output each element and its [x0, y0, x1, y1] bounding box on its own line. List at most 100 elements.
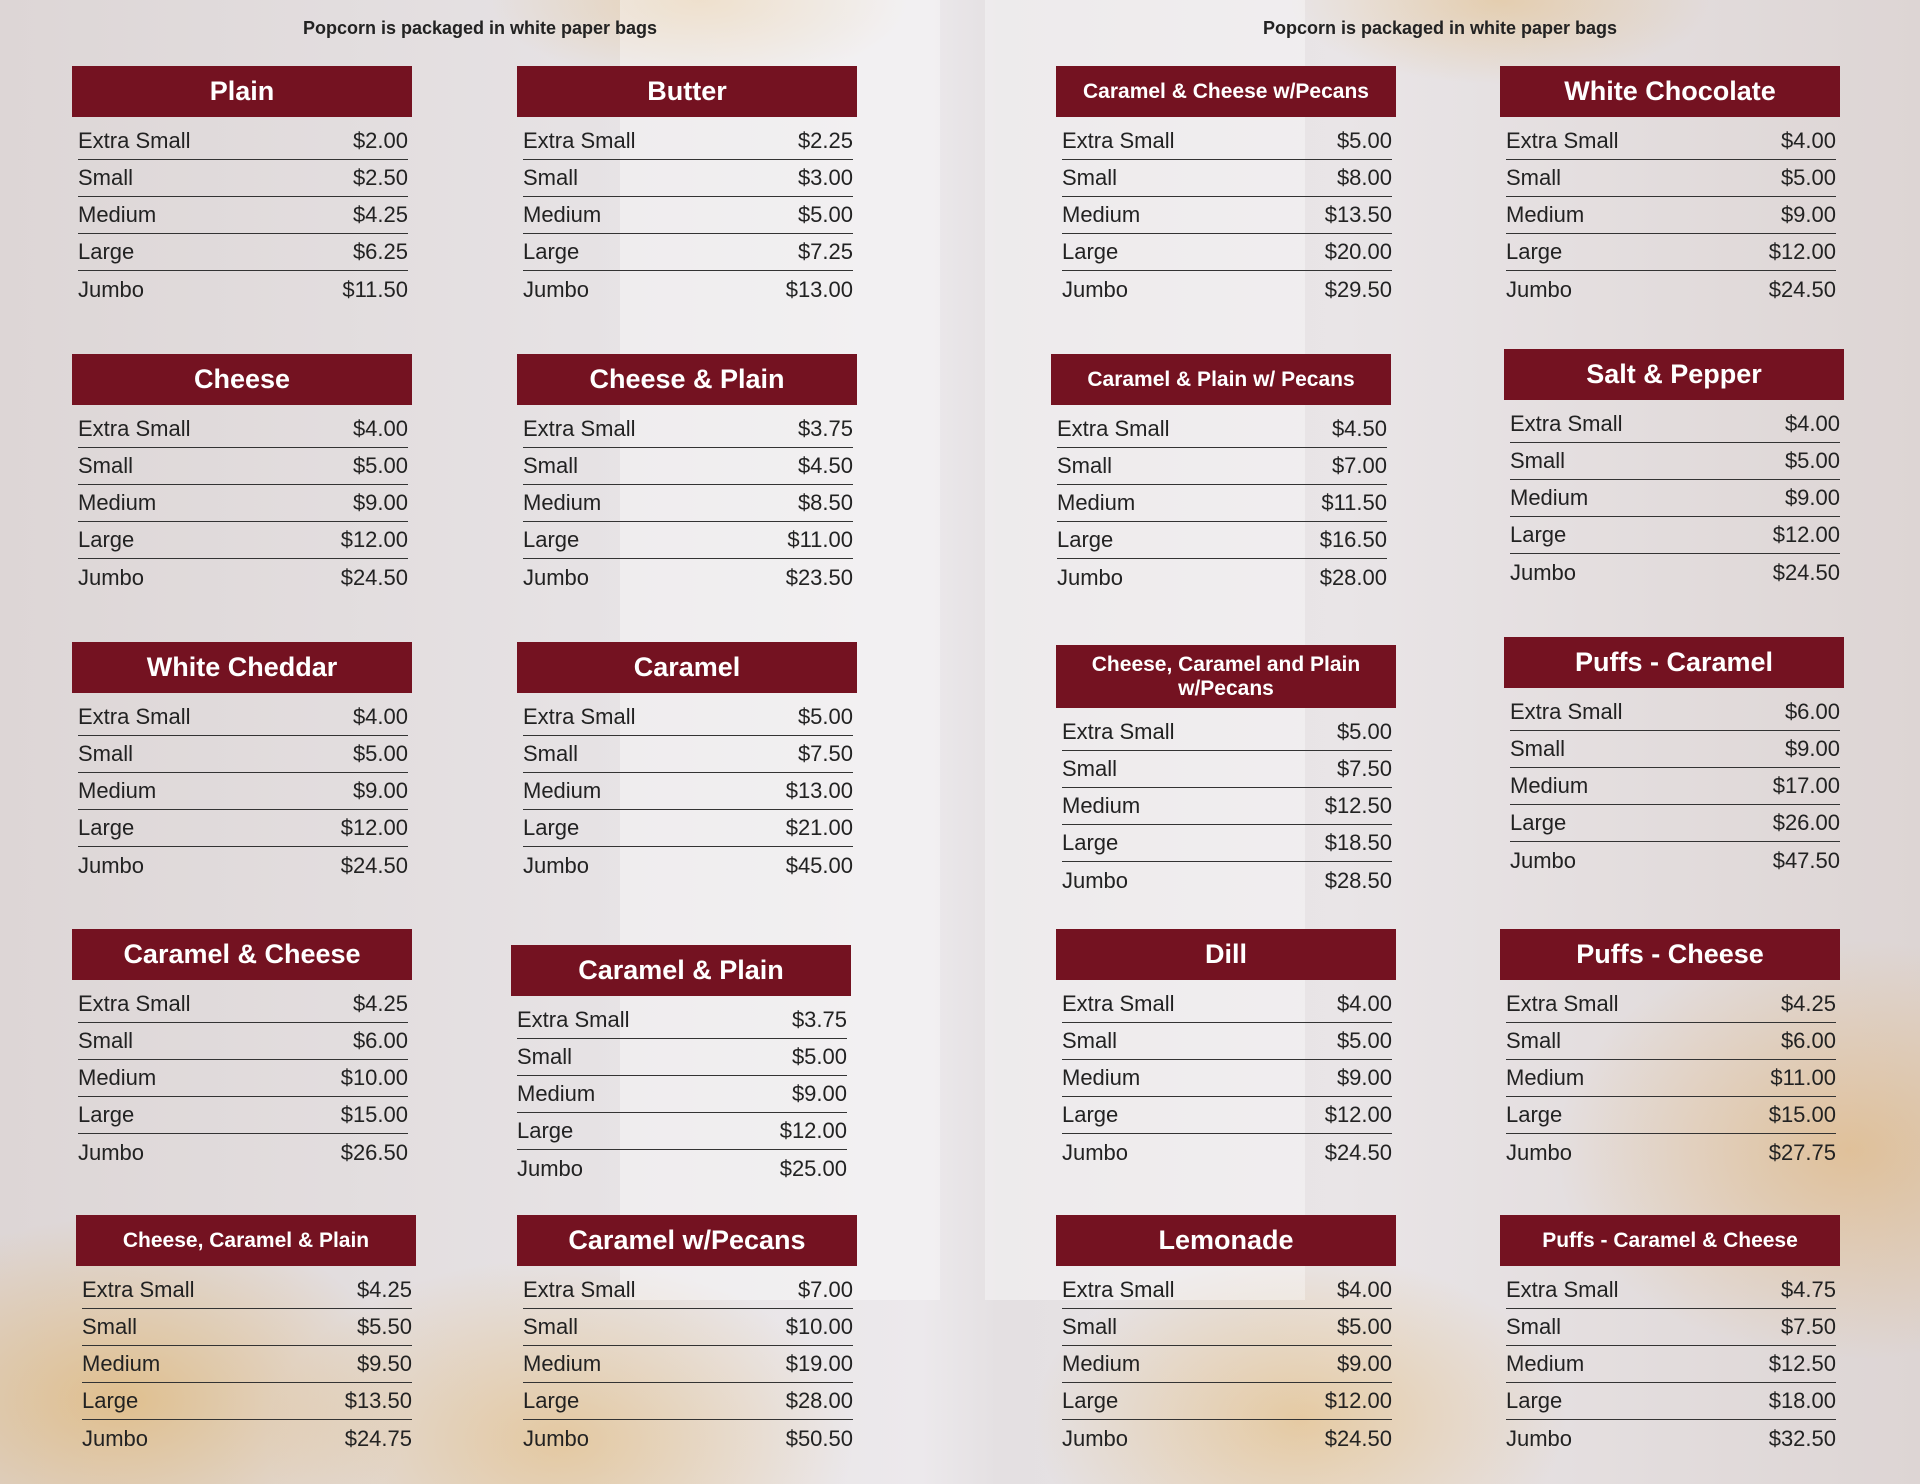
- price-value: $5.00: [352, 453, 408, 478]
- size-label: Small: [82, 1314, 138, 1339]
- size-label: Large: [78, 527, 135, 552]
- flavor-title: Cheese, Caramel & Plain: [76, 1215, 416, 1266]
- price-row: Small $7.50: [1062, 751, 1392, 788]
- price-value: $3.75: [791, 1007, 847, 1032]
- price-row: Jumbo $24.50: [1506, 271, 1836, 308]
- price-value: $24.50: [340, 852, 408, 878]
- price-row: Large $6.25: [78, 234, 408, 271]
- flavor-title: Caramel w/Pecans: [517, 1215, 857, 1266]
- size-label: Extra Small: [1057, 416, 1170, 441]
- price-row: Small $5.00: [1510, 443, 1840, 480]
- size-label: Large: [1062, 830, 1119, 855]
- size-label: Medium: [523, 202, 602, 227]
- price-value: $7.00: [1331, 453, 1387, 478]
- price-value: $7.25: [797, 239, 853, 264]
- flavor-title: Puffs - Cheese: [1500, 929, 1840, 980]
- menu-card: Caramel w/Pecans Extra Small $7.00 Small $10…: [517, 1215, 857, 1457]
- price-value: $9.00: [791, 1081, 847, 1106]
- size-label: Small: [1062, 756, 1118, 781]
- price-row: Large $28.00: [523, 1383, 853, 1420]
- size-label: Small: [1062, 1314, 1118, 1339]
- price-value: $5.00: [797, 202, 853, 227]
- size-label: Extra Small: [517, 1007, 630, 1032]
- flavor-title: White Chocolate: [1500, 66, 1840, 117]
- price-value: $3.00: [797, 165, 853, 190]
- price-value: $5.00: [1780, 165, 1836, 190]
- size-label: Jumbo: [523, 852, 590, 878]
- price-value: $11.50: [1321, 490, 1387, 515]
- size-label: Small: [78, 1028, 134, 1053]
- size-label: Large: [523, 815, 580, 840]
- price-value: $3.75: [797, 416, 853, 441]
- size-label: Extra Small: [1506, 128, 1619, 153]
- price-row: Large $12.00: [1510, 517, 1840, 554]
- price-value: $9.00: [1784, 485, 1840, 510]
- price-row: Medium $9.00: [1062, 1346, 1392, 1383]
- size-label: Large: [517, 1118, 574, 1143]
- price-row: Extra Small $4.00: [1510, 406, 1840, 443]
- price-value: $28.00: [785, 1388, 853, 1413]
- price-row: Extra Small $4.00: [1062, 1272, 1392, 1309]
- price-row: Large $18.50: [1062, 825, 1392, 862]
- size-label: Small: [523, 1314, 579, 1339]
- size-label: Small: [523, 165, 579, 190]
- price-value: $12.00: [1768, 239, 1836, 264]
- price-value: $6.00: [1784, 699, 1840, 724]
- price-value: $9.00: [1780, 202, 1836, 227]
- price-value: $24.50: [1772, 559, 1840, 585]
- price-row: Extra Small $2.25: [523, 123, 853, 160]
- size-label: Large: [1062, 1388, 1119, 1413]
- size-label: Large: [78, 1102, 135, 1127]
- price-row: Small $5.00: [78, 736, 408, 773]
- menu-card: Dill Extra Small $4.00 Small $5.00 Medium $9.0…: [1056, 929, 1396, 1171]
- price-value: $2.00: [352, 128, 408, 153]
- price-row: Extra Small $6.00: [1510, 694, 1840, 731]
- price-row: Medium $9.00: [517, 1076, 847, 1113]
- size-label: Jumbo: [1062, 867, 1129, 893]
- price-row: Medium $9.00: [1062, 1060, 1392, 1097]
- size-label: Jumbo: [1506, 1139, 1573, 1165]
- menu-card: White Cheddar Extra Small $4.00 Small $5.00 M…: [72, 642, 412, 884]
- price-row: Medium $11.00: [1506, 1060, 1836, 1097]
- price-list: Extra Small $4.00 Small $5.00 Medium $9.00 Lar…: [1056, 1266, 1396, 1457]
- price-value: $5.00: [1336, 128, 1392, 153]
- size-label: Small: [1510, 448, 1566, 473]
- packaging-note: Popcorn is packaged in white paper bags: [1262, 18, 1618, 38]
- price-value: $13.00: [785, 778, 853, 803]
- size-label: Large: [1057, 527, 1114, 552]
- price-row: Large $12.00: [1506, 234, 1836, 271]
- price-row: Extra Small $7.00: [523, 1272, 853, 1309]
- price-row: Small $7.50: [1506, 1309, 1836, 1346]
- price-row: Jumbo $47.50: [1510, 842, 1840, 879]
- price-value: $17.00: [1772, 773, 1840, 798]
- size-label: Jumbo: [82, 1425, 149, 1451]
- price-value: $12.00: [1324, 1102, 1392, 1127]
- price-value: $4.00: [352, 416, 408, 441]
- price-value: $9.50: [356, 1351, 412, 1376]
- flavor-title: Plain: [72, 66, 412, 117]
- price-value: $12.00: [340, 815, 408, 840]
- price-value: $6.00: [352, 1028, 408, 1053]
- price-value: $11.00: [787, 527, 853, 552]
- price-value: $5.00: [1336, 719, 1392, 744]
- flavor-title: Lemonade: [1056, 1215, 1396, 1266]
- size-label: Jumbo: [1062, 1425, 1129, 1451]
- price-row: Jumbo $28.00: [1057, 559, 1387, 596]
- price-row: Extra Small $5.00: [1062, 123, 1392, 160]
- size-label: Extra Small: [1062, 719, 1175, 744]
- price-row: Jumbo $29.50: [1062, 271, 1392, 308]
- price-value: $4.50: [1331, 416, 1387, 441]
- size-label: Extra Small: [82, 1277, 195, 1302]
- menu-card: Caramel & Plain Extra Small $3.75 Small $5.0…: [511, 945, 851, 1187]
- size-label: Small: [1057, 453, 1113, 478]
- size-label: Extra Small: [1510, 699, 1623, 724]
- price-row: Large $12.00: [1062, 1383, 1392, 1420]
- price-row: Large $11.00: [523, 522, 853, 559]
- price-value: $24.50: [1768, 276, 1836, 302]
- size-label: Extra Small: [1506, 991, 1619, 1016]
- price-list: Extra Small $4.00 Small $5.00 Medium $9.00 Lar…: [1504, 400, 1844, 591]
- price-row: Medium $5.00: [523, 197, 853, 234]
- price-row: Extra Small $4.25: [1506, 986, 1836, 1023]
- price-row: Jumbo $23.50: [523, 559, 853, 596]
- price-value: $15.00: [340, 1102, 408, 1127]
